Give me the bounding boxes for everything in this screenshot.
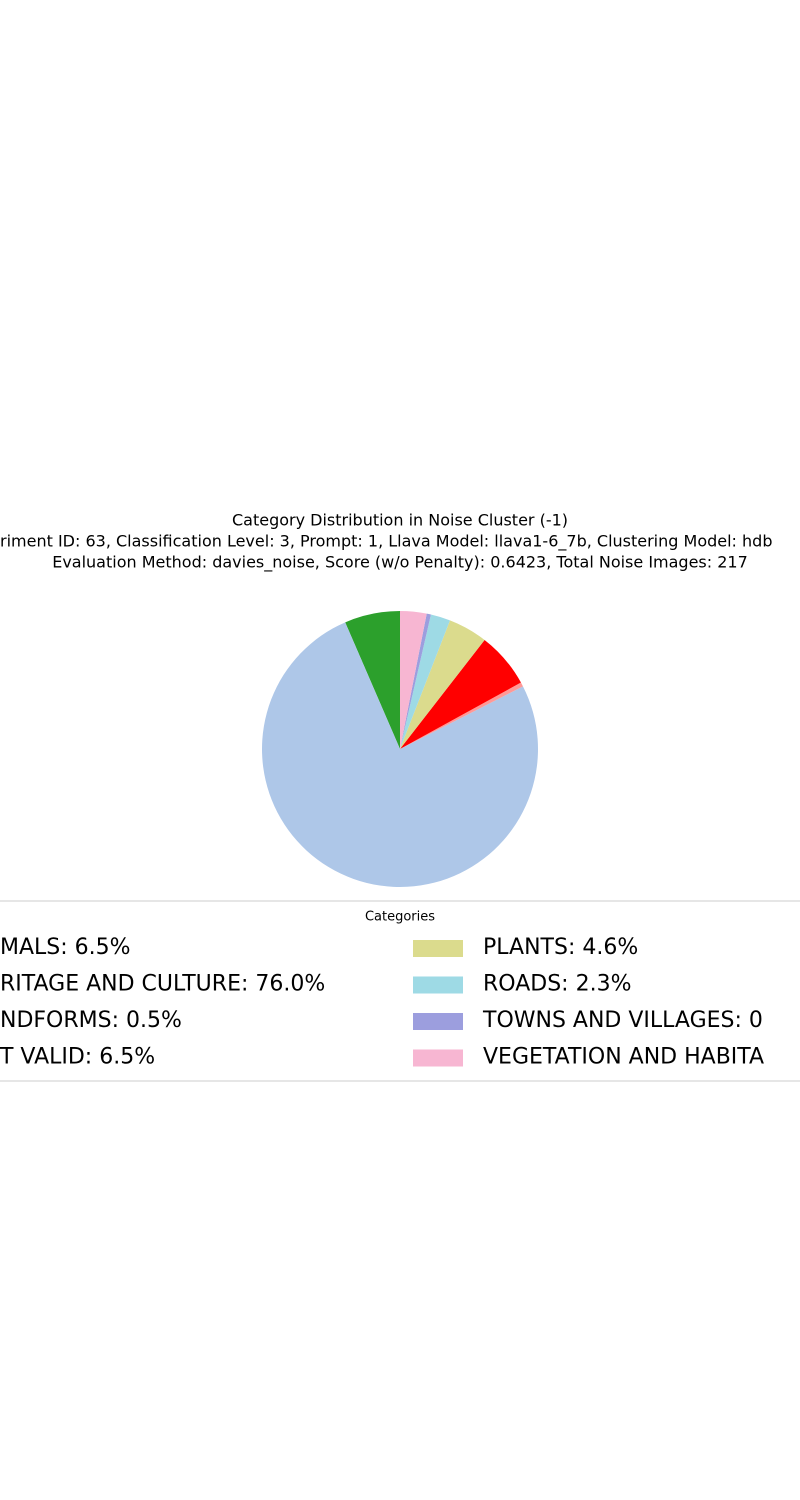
legend-label: NDFORMS: 0.5%	[0, 1008, 182, 1033]
legend-swatch	[413, 976, 463, 994]
pie-slice	[400, 639, 521, 749]
chart-subtitle: riment ID: 63, Classification Level: 3, …	[0, 532, 772, 552]
legend-label: T VALID: 6.5%	[0, 1045, 155, 1070]
pie-slice	[400, 613, 431, 749]
legend-swatch	[413, 1049, 463, 1067]
chart-subtitle: Evaluation Method: davies_noise, Score (…	[52, 553, 748, 573]
legend-label: MALS: 6.5%	[0, 935, 131, 960]
legend-title: Categories	[365, 910, 435, 925]
legend-swatch	[413, 940, 463, 957]
pie-slice	[400, 620, 485, 749]
legend-label: VEGETATION AND HABITA	[483, 1045, 764, 1070]
legend-label: TOWNS AND VILLAGES: 0	[482, 1008, 763, 1033]
pie-slice	[400, 614, 450, 749]
pie-slice	[400, 682, 523, 749]
chart-title: Category Distribution in Noise Cluster (…	[232, 511, 568, 530]
legend-label: ROADS: 2.3%	[483, 972, 631, 997]
pie-slice	[262, 622, 539, 887]
legend-swatch	[413, 1013, 463, 1030]
pie-slice	[400, 611, 427, 749]
pie-slice	[345, 611, 400, 749]
legend-label: PLANTS: 4.6%	[483, 935, 638, 960]
legend-label: RITAGE AND CULTURE: 76.0%	[0, 972, 325, 997]
